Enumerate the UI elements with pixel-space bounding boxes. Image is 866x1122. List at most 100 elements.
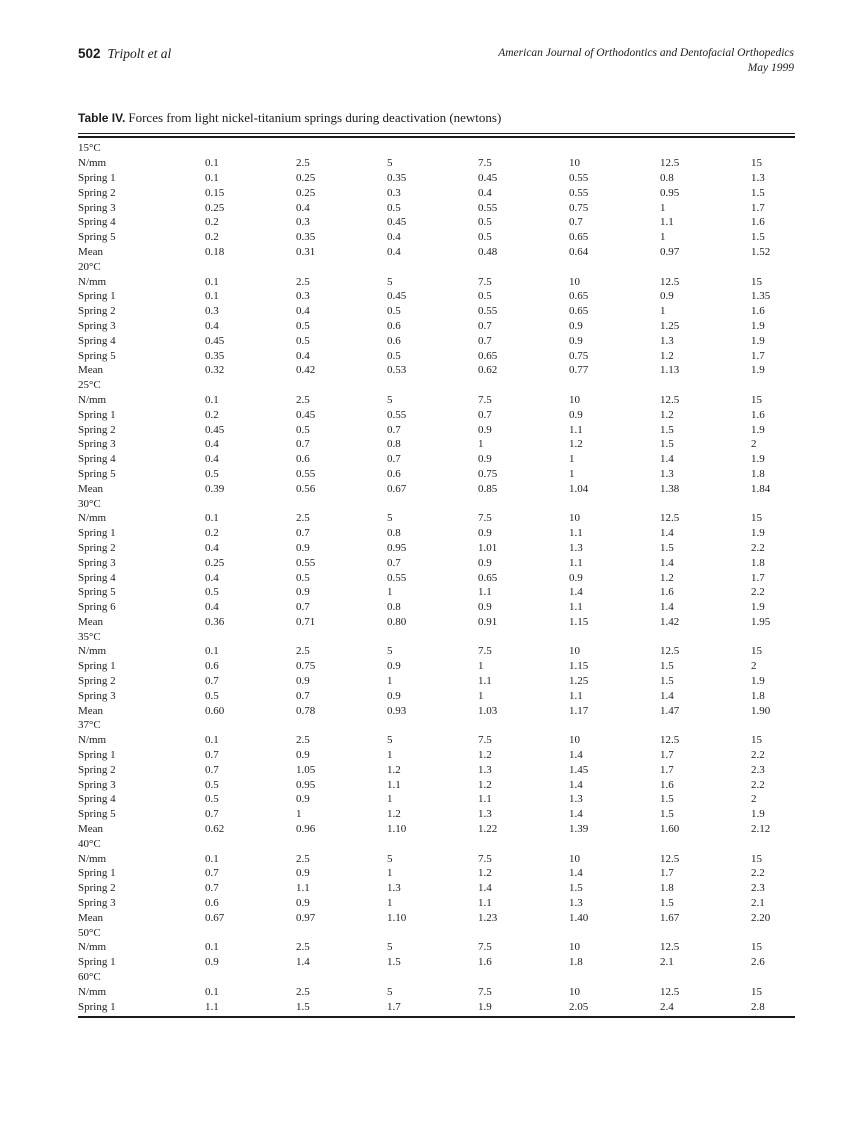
table-cell: 1.5	[660, 660, 674, 673]
table-cell: 1	[660, 305, 666, 318]
table-cell: 15	[751, 512, 762, 525]
row-label: Spring 3	[78, 778, 116, 791]
table-cell: 1.7	[751, 201, 765, 214]
table-cell: 2.5	[296, 734, 310, 747]
table-row: Spring 4 0.5 0.9 1 1.1 1.3 1.5 2	[78, 792, 795, 807]
table-cell: 0.55	[478, 201, 498, 214]
table-cell: 1.9	[751, 453, 765, 466]
temperature-row: 25°C	[78, 378, 795, 393]
table-cell: 2.4	[660, 1000, 674, 1013]
table-cell: 1.9	[751, 364, 765, 377]
table-cell: 0.5	[205, 689, 219, 702]
table-cell: 1.5	[751, 186, 765, 199]
table-row: Spring 6 0.4 0.7 0.8 0.9 1.1 1.4 1.9	[78, 600, 795, 615]
table-cell: 0.80	[387, 615, 407, 628]
row-label: Spring 1	[78, 749, 116, 762]
table-cell: 0.2	[205, 408, 219, 421]
table-cell: 1.4	[569, 808, 583, 821]
table-row: N/mm 0.1 2.5 5 7.5 10 12.5 15	[78, 984, 795, 999]
table-cell: 2.5	[296, 512, 310, 525]
table-cell: 5	[387, 157, 393, 170]
table-row: Spring 1 1.1 1.5 1.7 1.9 2.05 2.4 2.8	[78, 999, 795, 1014]
temperature-row: 40°C	[78, 836, 795, 851]
table-cell: 0.3	[296, 290, 310, 303]
table-cell: 0.5	[296, 319, 310, 332]
table-cell: 1	[478, 689, 484, 702]
table-row: Spring 2 0.7 1.1 1.3 1.4 1.5 1.8 2.3	[78, 881, 795, 896]
table-cell: 0.35	[205, 349, 225, 362]
data-table: 15°C N/mm 0.1 2.5 5 7.5 10 12.5 15 Spring 1 0.1 0.2…	[78, 141, 795, 1014]
table-cell: 0.5	[205, 778, 219, 791]
table-cell: 10	[569, 393, 580, 406]
table-row: Spring 5 0.5 0.55 0.6 0.75 1 1.3 1.8	[78, 467, 795, 482]
table-cell: 0.55	[569, 171, 589, 184]
table-cell: 1.05	[296, 763, 316, 776]
table-cell: 1.4	[569, 749, 583, 762]
table-cell: 0.45	[296, 408, 316, 421]
table-row: Spring 4 0.4 0.5 0.55 0.65 0.9 1.2 1.7	[78, 570, 795, 585]
table-cell: 2.2	[751, 867, 765, 880]
table-cell: 7.5	[478, 645, 492, 658]
table-row: Spring 1 0.1 0.25 0.35 0.45 0.55 0.8 1.3	[78, 171, 795, 186]
row-label: Spring 1	[78, 527, 116, 540]
table-cell: 1.2	[387, 808, 401, 821]
table-cell: 0.1	[205, 852, 219, 865]
table-cell: 1.10	[387, 823, 407, 836]
table-cell: 12.5	[660, 734, 680, 747]
table-cell: 1.13	[660, 364, 680, 377]
table-cell: 1	[478, 438, 484, 451]
table-cell: 1.2	[660, 349, 674, 362]
table-cell: 0.25	[205, 201, 225, 214]
table-cell: 1.4	[660, 527, 674, 540]
table-cell: 0.5	[296, 571, 310, 584]
temperature-label: 40°C	[78, 837, 101, 850]
table-row: N/mm 0.1 2.5 5 7.5 10 12.5 15	[78, 511, 795, 526]
table-cell: 2.20	[751, 911, 771, 924]
table-cell: 1.1	[660, 216, 674, 229]
table-cell: 1.6	[751, 216, 765, 229]
table-row: Mean 0.18 0.31 0.4 0.48 0.64 0.97 1.52	[78, 245, 795, 260]
table-cell: 0.9	[296, 586, 310, 599]
table-cell: 0.78	[296, 704, 316, 717]
table-cell: 0.9	[478, 453, 492, 466]
table-cell: 0.95	[660, 186, 680, 199]
table-cell: 0.75	[478, 467, 498, 480]
table-cell: 0.7	[296, 527, 310, 540]
table-cell: 1.4	[569, 778, 583, 791]
row-label: Spring 2	[78, 763, 116, 776]
table-cell: 0.95	[387, 541, 407, 554]
table-cell: 15	[751, 393, 762, 406]
table-row: Spring 5 0.5 0.9 1 1.1 1.4 1.6 2.2	[78, 585, 795, 600]
table-cell: 1.8	[751, 467, 765, 480]
table-cell: 0.3	[205, 305, 219, 318]
table-cell: 1.5	[660, 675, 674, 688]
table-cell: 0.25	[205, 556, 225, 569]
row-label: Spring 2	[78, 305, 116, 318]
table-cell: 0.8	[660, 171, 674, 184]
table-cell: 1.1	[569, 689, 583, 702]
table-cell: 0.6	[205, 660, 219, 673]
temperature-row: 50°C	[78, 925, 795, 940]
table-cell: 1.10	[387, 911, 407, 924]
table-cell: 0.15	[205, 186, 225, 199]
row-label: Spring 2	[78, 675, 116, 688]
row-label: Spring 3	[78, 689, 116, 702]
table-row: Spring 4 0.4 0.6 0.7 0.9 1 1.4 1.9	[78, 452, 795, 467]
table-cell: 0.2	[205, 231, 219, 244]
table-cell: 0.3	[387, 186, 401, 199]
table-row: Mean 0.32 0.42 0.53 0.62 0.77 1.13 1.9	[78, 363, 795, 378]
table-cell: 1.04	[569, 482, 589, 495]
table-cell: 1.1	[569, 527, 583, 540]
table-row: N/mm 0.1 2.5 5 7.5 10 12.5 15	[78, 940, 795, 955]
table-cell: 0.77	[569, 364, 589, 377]
table-cell: 1.9	[751, 319, 765, 332]
table-cell: 2	[751, 660, 757, 673]
table-cell: 12.5	[660, 157, 680, 170]
row-label: Spring 5	[78, 467, 116, 480]
table-cell: 1.3	[569, 793, 583, 806]
table-cell: 0.35	[387, 171, 407, 184]
row-label: Spring 1	[78, 171, 116, 184]
table-cell: 0.7	[387, 556, 401, 569]
table-cell: 2.5	[296, 157, 310, 170]
journal-issue: May 1999	[747, 61, 794, 74]
